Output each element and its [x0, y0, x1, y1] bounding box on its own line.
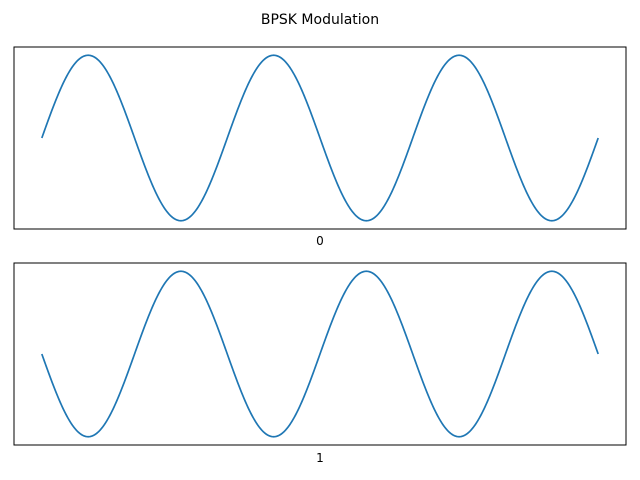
waveform-line-bit-0 — [41, 54, 599, 222]
xlabel-bit-0: 0 — [316, 234, 324, 248]
plot-frame-bit-1 — [13, 262, 627, 446]
subplot-bit-1: 1 — [13, 262, 627, 465]
plot-frame-bit-0 — [13, 46, 627, 230]
xlabel-bit-1: 1 — [316, 451, 324, 465]
waveform-line-bit-1 — [41, 270, 599, 438]
subplot-bit-0: 0 — [13, 46, 627, 248]
figure-title: BPSK Modulation — [261, 12, 379, 28]
